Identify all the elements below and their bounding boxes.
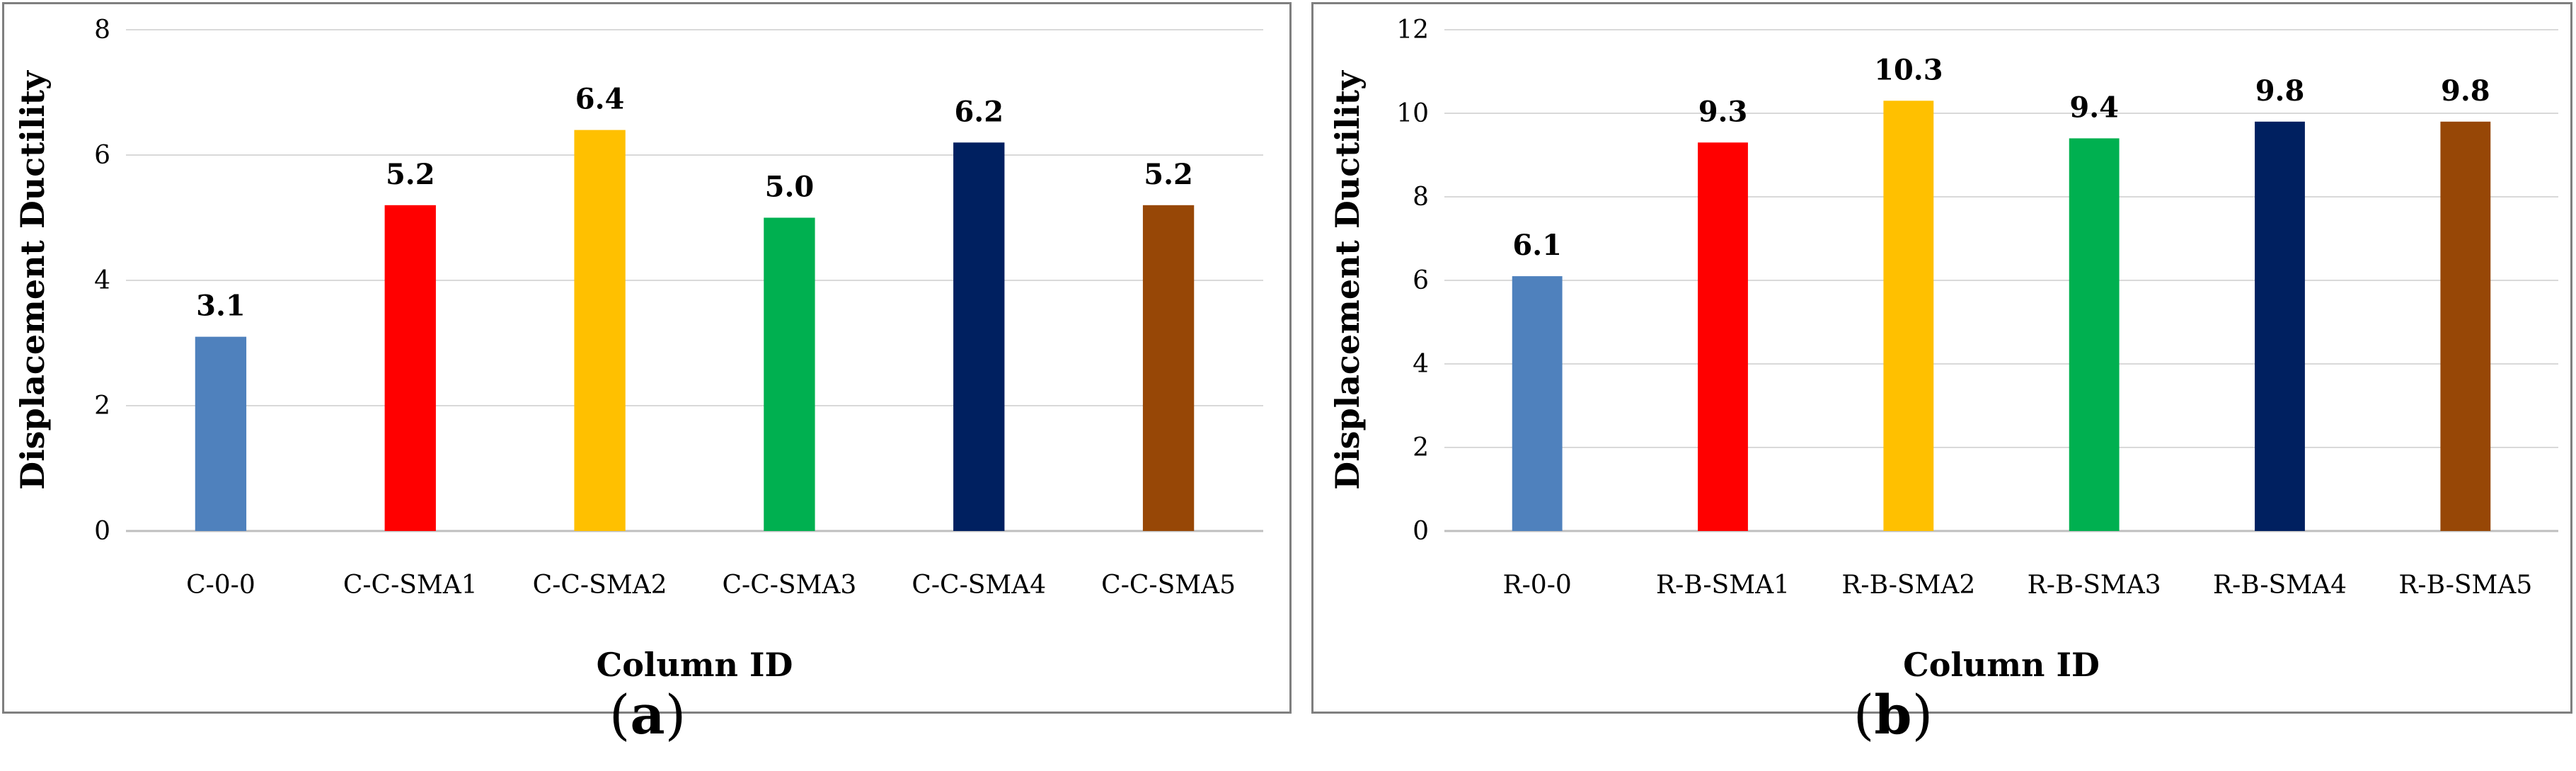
chart-frame bbox=[2, 2, 1292, 714]
data-label: 6.2 bbox=[954, 95, 1004, 128]
x-axis-title: Column ID bbox=[597, 646, 793, 684]
y-tick-label: 6 bbox=[94, 141, 110, 170]
x-tick-label: C-C-SMA2 bbox=[533, 571, 667, 600]
y-tick-label: 0 bbox=[94, 517, 110, 546]
chart-panel-b: 0 2 4 6 8 10 12 6.1 R-0-0 9.3 R-B-SMA1 10.3 R-B-SMA2… bbox=[1295, 0, 2576, 771]
data-label: 6.4 bbox=[575, 83, 625, 116]
x-tick-label: C-C-SMA1 bbox=[343, 571, 478, 600]
bar bbox=[1512, 276, 1563, 531]
bar bbox=[384, 205, 436, 531]
data-label: 5.2 bbox=[386, 158, 435, 191]
bar bbox=[574, 130, 626, 532]
chart-frame bbox=[1311, 2, 2572, 714]
data-label: 6.1 bbox=[1512, 229, 1562, 262]
data-label: 3.1 bbox=[196, 290, 246, 323]
data-label: 10.3 bbox=[1874, 53, 1943, 86]
bar bbox=[195, 336, 247, 531]
y-tick-label: 2 bbox=[1413, 433, 1429, 462]
x-tick-label: R-B-SMA3 bbox=[2028, 571, 2161, 600]
data-label: 9.8 bbox=[2255, 74, 2305, 108]
y-tick-label: 2 bbox=[94, 392, 110, 421]
x-axis-title: Column ID bbox=[1903, 646, 2100, 684]
x-tick-label: R-B-SMA1 bbox=[1656, 571, 1790, 600]
panel-caption-b: (b) bbox=[1853, 683, 1933, 746]
x-tick-label: R-B-SMA4 bbox=[2213, 571, 2347, 600]
y-tick-label: 6 bbox=[1413, 266, 1429, 295]
bar bbox=[2069, 138, 2120, 531]
data-label: 5.2 bbox=[1144, 158, 1193, 191]
x-tick-label: R-0-0 bbox=[1503, 571, 1572, 600]
bar bbox=[1698, 142, 1748, 532]
y-tick-label: 4 bbox=[1413, 350, 1429, 379]
panel-caption-a: (a) bbox=[609, 683, 686, 746]
data-label: 9.4 bbox=[2069, 91, 2119, 124]
x-tick-label: R-B-SMA5 bbox=[2398, 571, 2532, 600]
x-tick-label: C-C-SMA5 bbox=[1101, 571, 1236, 600]
bar bbox=[1142, 205, 1195, 531]
y-tick-label: 12 bbox=[1396, 16, 1429, 45]
y-axis-title: Displacement Ductility bbox=[1328, 70, 1367, 490]
x-tick-label: C-C-SMA4 bbox=[912, 571, 1046, 600]
x-tick-label: R-B-SMA2 bbox=[1841, 571, 1975, 600]
chart-panel-a: 0 2 4 6 8 3.1 C-0-0 5.2 C-C-SMA1 6.4 C-C-SMA2 5.0 C-… bbox=[2, 2, 1292, 746]
y-tick-label: 10 bbox=[1396, 99, 1429, 128]
data-label: 9.8 bbox=[2441, 74, 2490, 108]
bar bbox=[2440, 121, 2491, 532]
data-label: 5.0 bbox=[765, 171, 815, 204]
bar bbox=[2255, 121, 2305, 532]
y-tick-label: 0 bbox=[1413, 517, 1429, 546]
bar bbox=[1883, 101, 1934, 532]
data-label: 9.3 bbox=[1698, 95, 1748, 128]
y-axis-title: Displacement Ductility bbox=[13, 70, 52, 490]
y-tick-label: 8 bbox=[1413, 183, 1429, 212]
x-tick-label: C-C-SMA3 bbox=[722, 571, 856, 600]
y-tick-label: 4 bbox=[94, 266, 110, 295]
x-tick-label: C-0-0 bbox=[186, 571, 255, 600]
bar bbox=[764, 217, 815, 531]
bar-chart-a: 0 2 4 6 8 3.1 C-0-0 5.2 C-C-SMA1 6.4 C-C-SMA2 5.0 C-… bbox=[13, 16, 1263, 684]
y-tick-label: 8 bbox=[94, 16, 110, 45]
bar bbox=[953, 142, 1005, 532]
bar-chart-b: 0 2 4 6 8 10 12 6.1 R-0-0 9.3 R-B-SMA1 10.3 R-B-SMA2… bbox=[1328, 16, 2558, 684]
